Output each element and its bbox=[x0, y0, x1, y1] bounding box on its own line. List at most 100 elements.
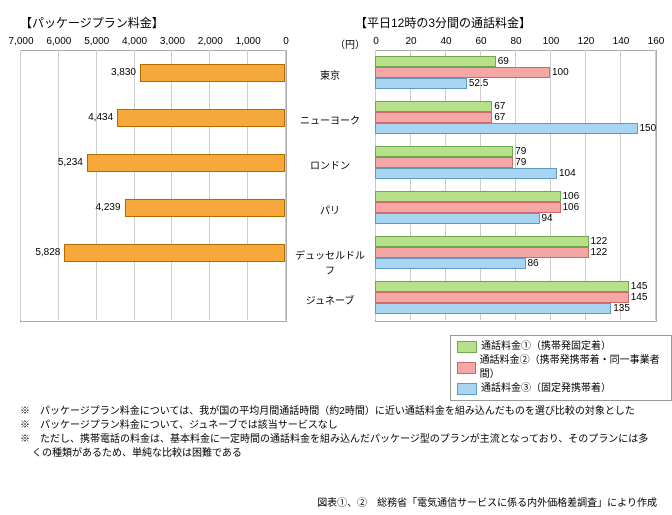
right-bar bbox=[375, 67, 550, 78]
right-grid bbox=[375, 50, 376, 320]
right-bar-label: 67 bbox=[494, 112, 505, 123]
right-bar-label: 150 bbox=[640, 123, 657, 134]
right-bar bbox=[375, 292, 629, 303]
right-tick: 140 bbox=[611, 36, 631, 47]
left-grid bbox=[209, 50, 210, 320]
legend-row: 通話料金③（固定発携帯着） bbox=[457, 382, 665, 396]
right-unit: （円） bbox=[335, 36, 365, 51]
right-bar-label: 86 bbox=[528, 258, 539, 269]
left-bar bbox=[64, 244, 285, 262]
left-bar bbox=[117, 109, 285, 127]
left-tick: 7,000 bbox=[6, 36, 36, 47]
right-bar-label: 135 bbox=[613, 303, 630, 314]
right-tick: 60 bbox=[471, 36, 491, 47]
note-line: ※ パッケージプラン料金については、我が国の平均月間通話時間（約2時間）に近い通… bbox=[20, 405, 650, 419]
left-grid bbox=[247, 50, 248, 320]
right-bar bbox=[375, 78, 467, 89]
right-bar-label: 145 bbox=[631, 281, 648, 292]
right-bar bbox=[375, 247, 589, 258]
right-bar bbox=[375, 213, 540, 224]
note-line: ※ パッケージプラン料金について、ジュネーブでは該当サービスなし bbox=[20, 419, 650, 433]
right-bar-label: 122 bbox=[591, 236, 608, 247]
category-label: ロンドン bbox=[291, 157, 369, 172]
left-grid bbox=[171, 50, 172, 320]
right-chart-title: 【平日12時の3分間の通話料金】 bbox=[355, 14, 531, 31]
category-label: ニューヨーク bbox=[291, 112, 369, 127]
left-bar-label: 5,828 bbox=[24, 247, 60, 258]
right-grid bbox=[445, 50, 446, 320]
right-bar bbox=[375, 236, 589, 247]
right-bar-label: 104 bbox=[559, 168, 576, 179]
right-grid bbox=[550, 50, 551, 320]
left-grid bbox=[58, 50, 59, 320]
left-bar bbox=[87, 154, 285, 172]
right-grid bbox=[620, 50, 621, 320]
legend-swatch bbox=[457, 341, 477, 353]
left-grid bbox=[96, 50, 97, 320]
legend-swatch bbox=[457, 362, 476, 374]
category-label: ジュネーブ bbox=[291, 292, 369, 307]
figure-caption: 図表①、② 総務省「電気通信サービスに係る内外価格差調査」により作成 bbox=[317, 494, 657, 509]
category-label: デュッセルドルフ bbox=[291, 247, 369, 277]
right-grid bbox=[655, 50, 656, 320]
right-bar-label: 106 bbox=[563, 191, 580, 202]
note-line: ※ ただし、携帯電話の料金は、基本料金に一定時間の通話料金を組み込んだパッケージ… bbox=[20, 433, 650, 461]
left-tick: 1,000 bbox=[233, 36, 263, 47]
right-bar-label: 100 bbox=[552, 67, 569, 78]
legend-label: 通話料金③（固定発携帯着） bbox=[481, 382, 611, 396]
left-tick: 6,000 bbox=[44, 36, 74, 47]
left-bar bbox=[140, 64, 285, 82]
right-bar-label: 106 bbox=[563, 202, 580, 213]
left-tick: 4,000 bbox=[120, 36, 150, 47]
right-bar-label: 94 bbox=[542, 213, 553, 224]
right-tick: 40 bbox=[436, 36, 456, 47]
category-label: パリ bbox=[291, 202, 369, 217]
right-bar bbox=[375, 146, 513, 157]
right-tick: 100 bbox=[541, 36, 561, 47]
legend-label: 通話料金①（携帯発固定着） bbox=[481, 340, 611, 354]
legend-label: 通話料金②（携帯発携帯着・同一事業者間） bbox=[480, 354, 665, 382]
right-bar bbox=[375, 168, 557, 179]
left-bar bbox=[125, 199, 285, 217]
left-bar-label: 4,239 bbox=[85, 202, 121, 213]
legend: 通話料金①（携帯発固定着）通話料金②（携帯発携帯着・同一事業者間）通話料金③（固… bbox=[450, 335, 672, 401]
right-tick: 0 bbox=[366, 36, 386, 47]
right-grid bbox=[515, 50, 516, 320]
left-tick: 2,000 bbox=[195, 36, 225, 47]
right-bar bbox=[375, 191, 561, 202]
left-grid bbox=[285, 50, 286, 320]
right-bar-label: 79 bbox=[515, 146, 526, 157]
right-bar bbox=[375, 101, 492, 112]
right-bar bbox=[375, 157, 513, 168]
right-bar-label: 52.5 bbox=[469, 78, 488, 89]
left-grid bbox=[20, 50, 21, 320]
left-grid bbox=[134, 50, 135, 320]
right-grid bbox=[480, 50, 481, 320]
left-tick: 3,000 bbox=[157, 36, 187, 47]
right-bar-label: 79 bbox=[515, 157, 526, 168]
right-tick: 120 bbox=[576, 36, 596, 47]
legend-row: 通話料金②（携帯発携帯着・同一事業者間） bbox=[457, 354, 665, 382]
right-bar bbox=[375, 258, 526, 269]
right-bar-label: 122 bbox=[591, 247, 608, 258]
left-tick: 0 bbox=[271, 36, 301, 47]
left-chart-title: 【パッケージプラン料金】 bbox=[20, 14, 164, 31]
right-tick: 20 bbox=[401, 36, 421, 47]
right-bar bbox=[375, 281, 629, 292]
right-tick: 160 bbox=[646, 36, 666, 47]
left-bar-label: 5,234 bbox=[47, 157, 83, 168]
left-bar-label: 4,434 bbox=[77, 112, 113, 123]
right-bar-label: 145 bbox=[631, 292, 648, 303]
category-label: 東京 bbox=[291, 67, 369, 82]
right-bar bbox=[375, 112, 492, 123]
right-bar bbox=[375, 202, 561, 213]
right-tick: 80 bbox=[506, 36, 526, 47]
right-grid bbox=[585, 50, 586, 320]
right-bar-label: 69 bbox=[498, 56, 509, 67]
right-bar bbox=[375, 56, 496, 67]
right-bar-label: 67 bbox=[494, 101, 505, 112]
legend-row: 通話料金①（携帯発固定着） bbox=[457, 340, 665, 354]
right-grid bbox=[410, 50, 411, 320]
left-tick: 5,000 bbox=[82, 36, 112, 47]
right-bar bbox=[375, 303, 611, 314]
